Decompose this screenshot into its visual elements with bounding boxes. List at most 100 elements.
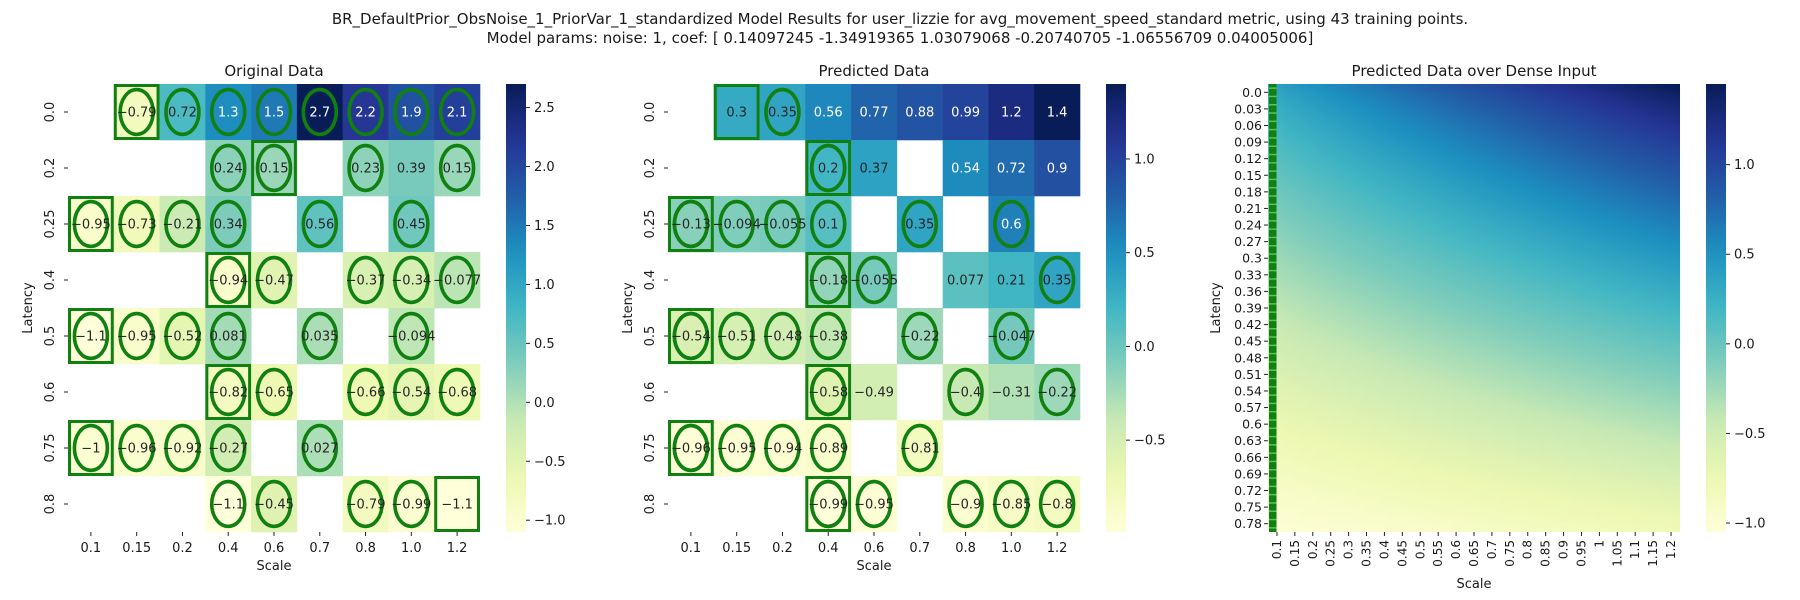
colorbar-tick-label: 1.0 (534, 278, 555, 293)
cell-value-label: −0.51 (717, 330, 757, 345)
cell-value-label: −0.79 (346, 498, 386, 513)
cell-value-label: −0.31 (991, 386, 1031, 401)
figure-title-line2: Model params: noise: 1, coef: [ 0.140972… (487, 29, 1314, 47)
cell-value-label: −1.1 (75, 330, 107, 345)
cell-value-label: −0.47 (254, 274, 294, 289)
cell-value-label: −0.8 (1041, 498, 1073, 513)
training-point-square-marker (713, 84, 760, 140)
x-tick-label: 0.25 (1324, 540, 1338, 567)
x-tick-label: 0.75 (1503, 540, 1517, 567)
cell-value-label: −0.79 (117, 106, 157, 121)
colorbar-tick-label: 2.5 (534, 101, 555, 116)
x-tick-label: 0.2 (772, 541, 793, 556)
training-point-square-marker (805, 140, 852, 196)
cell-value-label: −0.73 (117, 218, 157, 233)
x-tick-label: 0.55 (1431, 540, 1445, 567)
training-point-circle-marker (393, 87, 430, 137)
x-tick-label: 0.65 (1467, 540, 1481, 567)
heatmap-cell (434, 476, 481, 533)
cell-value-label: 0.081 (210, 330, 247, 345)
cell-value-label: −0.65 (254, 386, 294, 401)
training-point-square-marker (805, 252, 852, 308)
training-point-circle-marker (764, 87, 801, 137)
x-tick-label: 0.1 (81, 541, 102, 556)
y-tick-label: 0.36 (1234, 284, 1262, 299)
training-point-circle-marker (855, 479, 893, 529)
x-tick-label: 0.1 (681, 541, 702, 556)
colorbar-tick-label: 0.0 (1734, 337, 1755, 352)
y-tick-label: 0.75 (643, 434, 658, 463)
cell-value-label: 0.56 (814, 106, 843, 121)
training-point-circle-marker (301, 423, 339, 473)
cell-value-label: 0.99 (951, 106, 980, 121)
cell-value-label: −0.94 (208, 274, 248, 289)
y-tick-label: 0.6 (43, 382, 58, 403)
training-point-circle-marker (255, 367, 293, 417)
training-point-circle-marker (301, 311, 339, 361)
y-tick-label: 0.25 (643, 210, 658, 239)
colorbar-tick-label: 0.5 (1134, 246, 1155, 261)
training-point-circle-marker (901, 311, 939, 361)
training-point-circle-marker (438, 143, 476, 193)
heatmap-cell (851, 140, 898, 197)
cell-value-label: −0.95 (117, 330, 157, 345)
heatmap-cell (988, 84, 1035, 141)
colorbar-tick-label: −0.5 (1134, 434, 1166, 449)
training-point-circle-marker (809, 199, 847, 249)
training-point-circle-marker (764, 311, 801, 361)
training-point-square-marker (668, 196, 714, 252)
cell-value-label: 1.4 (1047, 106, 1068, 121)
cell-value-label: 0.21 (997, 274, 1026, 289)
x-tick-label: 1.1 (1628, 540, 1642, 559)
y-axis-label: Latency (21, 282, 36, 334)
x-tick-label: 0.15 (122, 541, 151, 556)
y-tick-label: 0.24 (1234, 218, 1262, 233)
training-point-circle-marker (209, 87, 247, 137)
y-tick-label: 0.78 (1234, 516, 1262, 531)
y-tick-label: 0.09 (1234, 135, 1262, 150)
cell-value-label: −0.85 (991, 498, 1031, 513)
heatmap-cell (388, 140, 435, 197)
y-tick-label: 0.8 (43, 494, 58, 515)
x-tick-label: 0.15 (1288, 540, 1302, 567)
cell-value-label: −0.54 (671, 330, 711, 345)
x-axis-label: Scale (257, 559, 292, 574)
y-tick-label: 0.4 (43, 270, 58, 291)
colorbar-tick-label: 2.0 (534, 160, 555, 175)
y-tick-label: 0.5 (43, 326, 58, 347)
cell-value-label: 0.72 (997, 162, 1026, 177)
training-point-circle-marker (947, 367, 984, 417)
training-point-square-marker (68, 308, 114, 364)
training-point-circle-marker (164, 199, 201, 249)
cell-value-label: 0.23 (351, 162, 380, 177)
x-tick-label: 0.4 (818, 541, 839, 556)
x-tick-label: 0.4 (1377, 540, 1391, 559)
dense-predicted-heatmap-panel: 0.1 0.15 0.2 0.25 0.3 0.35 0.4 0.45 0.5 0.55 0.6 0.… (1209, 62, 1766, 592)
heatmap-cell (851, 364, 898, 421)
training-point-circle-marker (993, 479, 1030, 529)
training-point-circle-marker (118, 423, 155, 473)
x-axis-label: Scale (857, 559, 892, 574)
heatmap-cell (805, 84, 852, 141)
training-point-circle-marker (1038, 479, 1076, 529)
x-tick-label: 0.4 (218, 541, 239, 556)
x-tick-label: 1.2 (1664, 540, 1678, 559)
cell-value-label: 0.15 (260, 162, 289, 177)
cell-value-label: −0.96 (671, 442, 711, 457)
x-tick-label: 1.0 (1001, 541, 1022, 556)
y-tick-label: 0.66 (1234, 450, 1262, 465)
cell-value-label: −0.22 (1037, 386, 1077, 401)
training-point-square-marker (205, 364, 252, 420)
y-tick-label: 0.21 (1234, 201, 1262, 216)
training-point-circle-marker (901, 423, 939, 473)
x-axis-label: Scale (1457, 577, 1492, 592)
x-tick-label: 0.35 (1360, 540, 1374, 567)
colorbar-tick-label: 1.0 (1734, 158, 1755, 173)
x-tick-label: 0.2 (1306, 540, 1320, 559)
x-tick-label: 0.15 (722, 541, 751, 556)
cell-value-label: −0.13 (671, 218, 711, 233)
colorbar-tick-label: 1.5 (534, 219, 555, 234)
y-tick-label: 0.42 (1234, 317, 1262, 332)
y-tick-label: 0.45 (1234, 334, 1262, 349)
x-tick-label: 0.9 (1557, 540, 1571, 559)
